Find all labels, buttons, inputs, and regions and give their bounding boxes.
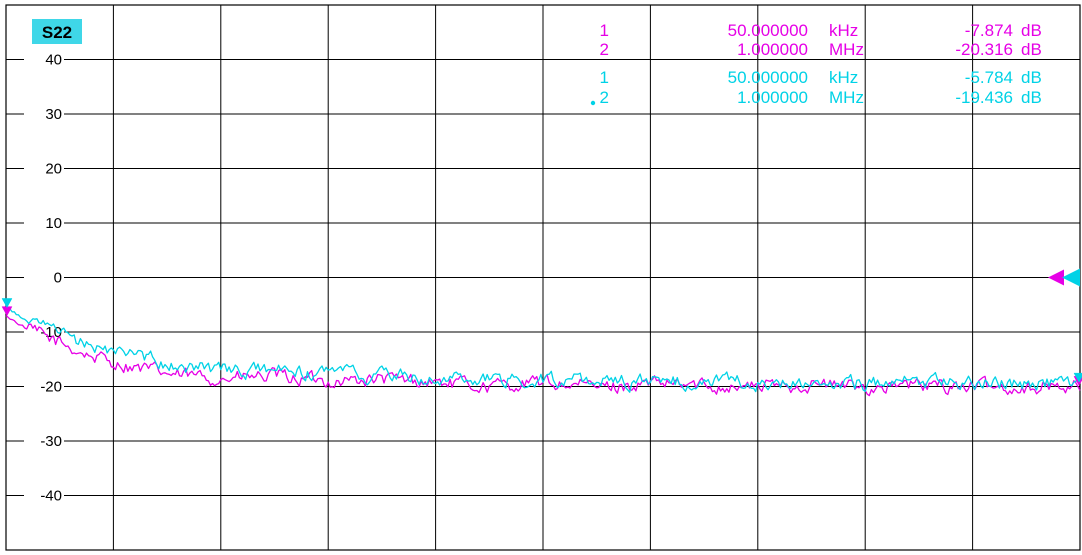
y-tick: -30	[24, 432, 64, 450]
traces	[5, 306, 1081, 397]
y-tick-background	[24, 50, 64, 69]
y-tick-label: -40	[40, 488, 62, 505]
marker-value: -19.436	[955, 88, 1013, 107]
reference-arrow-icon[interactable]	[1062, 268, 1080, 287]
marker-frequency: 1.000000	[737, 40, 808, 59]
y-tick-label: 20	[45, 161, 62, 178]
y-tick-background	[24, 268, 64, 287]
y-tick: 10	[24, 214, 64, 232]
y-tick: 40	[24, 50, 64, 69]
y-tick-background	[24, 214, 64, 232]
marker-row: 1 50.000000 kHz -7.874 dB	[600, 21, 1042, 40]
y-tick-label: 10	[45, 215, 62, 232]
marker-table: 1 50.000000 kHz -7.874 dB 2 1.000000 MHz…	[590, 21, 1042, 107]
y-tick-label: 40	[45, 52, 62, 69]
trace-label-badge[interactable]: S22	[32, 19, 82, 44]
marker-number: 2	[600, 40, 609, 59]
y-tick-label: 0	[54, 270, 62, 287]
grid	[5, 4, 1081, 551]
marker-value: -5.784	[965, 68, 1013, 87]
marker-row: 2 1.000000 MHz -20.316 dB	[600, 40, 1042, 59]
marker-triangle-icon[interactable]	[1, 306, 13, 317]
marker-value: -7.874	[965, 21, 1013, 40]
y-tick: 30	[24, 105, 64, 123]
trace-line	[5, 306, 1081, 393]
marker-value-unit: dB	[1021, 21, 1042, 40]
marker-frequency: 50.000000	[728, 21, 808, 40]
marker-frequency: 50.000000	[728, 68, 808, 87]
y-tick-background	[24, 377, 64, 396]
marker-row: 2 1.000000 MHz -19.436 dB	[590, 88, 1042, 107]
marker-number: 1	[600, 68, 609, 87]
marker-value-unit: dB	[1021, 40, 1042, 59]
marker-frequency: 1.000000	[737, 88, 808, 107]
marker-frequency-unit: kHz	[829, 68, 858, 87]
y-axis-ticks: 40 30 20 10 0 -10 -20 -30 -40	[24, 50, 64, 505]
marker-value-unit: dB	[1021, 68, 1042, 87]
reference-arrow-icon[interactable]	[1048, 269, 1064, 286]
reference-indicators	[1048, 268, 1080, 287]
y-tick-background	[24, 486, 64, 505]
y-tick-background	[24, 159, 64, 178]
y-tick: -20	[24, 377, 64, 396]
y-tick: 0	[24, 268, 64, 287]
marker-row: 1 50.000000 kHz -5.784 dB	[600, 68, 1042, 87]
y-tick-background	[24, 105, 64, 123]
y-tick-label: 30	[45, 106, 62, 123]
marker-triangle-icon[interactable]	[1, 298, 13, 308]
marker-frequency-unit: MHz	[829, 40, 864, 59]
marker-number: 2	[600, 88, 609, 107]
y-tick: 20	[24, 159, 64, 178]
y-tick-label: -10	[40, 324, 62, 341]
marker-frequency-unit: kHz	[829, 21, 858, 40]
active-marker-dot-icon	[590, 100, 596, 106]
trace-label[interactable]: S22	[42, 23, 72, 42]
marker-number: 1	[600, 21, 609, 40]
y-tick-label: -30	[40, 433, 62, 450]
trace-label-background	[32, 19, 82, 44]
marker-value: -20.316	[955, 40, 1013, 59]
marker-value-unit: dB	[1021, 88, 1042, 107]
y-tick-label: -20	[40, 379, 62, 396]
marker-symbols	[1, 298, 1082, 386]
y-tick: -40	[24, 486, 64, 505]
marker-frequency-unit: MHz	[829, 88, 864, 107]
y-tick-background	[24, 432, 64, 450]
